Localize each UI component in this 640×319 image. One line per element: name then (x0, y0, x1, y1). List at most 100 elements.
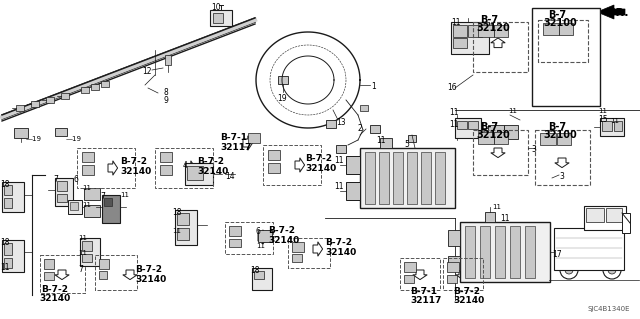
Text: B-7: B-7 (548, 122, 566, 132)
Bar (480, 226, 490, 278)
Polygon shape (491, 148, 505, 158)
Bar (606, 208, 622, 222)
Bar (447, 262, 459, 272)
Text: 16: 16 (447, 83, 456, 92)
Text: 11: 11 (120, 192, 129, 198)
Bar (447, 275, 457, 283)
Text: 8: 8 (163, 88, 168, 97)
Bar (84, 205, 100, 217)
Text: 18: 18 (250, 266, 259, 275)
Bar (346, 182, 360, 200)
Bar (495, 226, 505, 278)
Text: 32140: 32140 (453, 296, 484, 305)
Text: B-7-2: B-7-2 (120, 157, 147, 166)
Bar (455, 118, 481, 138)
Bar (68, 200, 82, 214)
Circle shape (565, 266, 573, 274)
Bar (102, 195, 120, 223)
Bar (465, 226, 475, 278)
Text: B-7-1: B-7-1 (410, 287, 437, 296)
Bar (538, 20, 588, 62)
Bar (278, 76, 288, 84)
Bar (80, 238, 100, 266)
Bar (44, 272, 54, 280)
Text: 7: 7 (100, 192, 105, 201)
Text: 11: 11 (256, 243, 265, 249)
Bar (82, 241, 92, 251)
Text: B-7-2: B-7-2 (197, 157, 224, 166)
Circle shape (608, 266, 616, 274)
Text: 32100: 32100 (543, 18, 577, 28)
Bar (268, 150, 280, 160)
Text: 11: 11 (449, 108, 458, 117)
Bar (81, 87, 89, 93)
Bar (55, 128, 67, 136)
Bar (421, 152, 431, 204)
Text: 17: 17 (552, 250, 562, 259)
Bar (448, 256, 460, 270)
Bar (70, 202, 78, 210)
Bar (400, 258, 440, 290)
Polygon shape (491, 38, 505, 48)
Bar (61, 93, 69, 99)
Polygon shape (295, 158, 305, 172)
Bar (213, 13, 223, 23)
Bar (532, 8, 600, 106)
Text: 32140: 32140 (120, 167, 151, 176)
Text: 32140: 32140 (40, 294, 70, 303)
Polygon shape (123, 270, 137, 279)
Bar (4, 258, 12, 268)
Text: 11: 11 (376, 136, 385, 145)
Bar (82, 254, 92, 262)
Text: B-7-2: B-7-2 (42, 285, 68, 294)
Text: 32120: 32120 (476, 23, 509, 33)
Text: B-7: B-7 (548, 10, 566, 20)
Bar (229, 226, 241, 236)
Text: 3: 3 (531, 145, 536, 154)
Text: 11: 11 (82, 185, 91, 191)
Bar (4, 198, 12, 208)
Bar (104, 198, 112, 206)
Bar (252, 268, 272, 290)
Bar (554, 228, 624, 270)
Bar (404, 275, 414, 283)
Bar (4, 185, 12, 195)
Bar (540, 133, 556, 145)
Bar (473, 22, 528, 72)
Text: 18: 18 (0, 180, 10, 189)
Polygon shape (313, 242, 323, 256)
Bar (557, 133, 571, 145)
Bar (263, 145, 321, 185)
Text: 6: 6 (73, 175, 78, 184)
Bar (288, 238, 330, 268)
Text: 6: 6 (256, 227, 261, 236)
Bar (535, 130, 590, 185)
Polygon shape (456, 270, 470, 279)
Text: 32140: 32140 (197, 167, 228, 176)
Polygon shape (186, 161, 196, 175)
Text: 15: 15 (598, 115, 607, 124)
Bar (101, 81, 109, 87)
Text: 3: 3 (559, 172, 564, 181)
Bar (478, 25, 494, 37)
Bar (584, 206, 626, 230)
Bar (379, 152, 389, 204)
Bar (393, 152, 403, 204)
Text: 11: 11 (508, 108, 517, 114)
Bar (31, 101, 39, 107)
Bar (77, 148, 135, 188)
Text: 10: 10 (211, 3, 221, 12)
Text: FR.: FR. (608, 8, 628, 18)
Bar (4, 243, 12, 255)
Bar (248, 133, 260, 143)
Text: 11: 11 (335, 182, 344, 191)
Polygon shape (413, 270, 428, 279)
Bar (99, 271, 107, 279)
Bar (488, 125, 504, 139)
Text: 9: 9 (163, 96, 168, 105)
Text: B-7-2: B-7-2 (135, 265, 162, 274)
Text: 11: 11 (78, 235, 87, 241)
Bar (370, 125, 380, 133)
Bar (494, 132, 508, 144)
Text: 32100: 32100 (543, 130, 577, 140)
